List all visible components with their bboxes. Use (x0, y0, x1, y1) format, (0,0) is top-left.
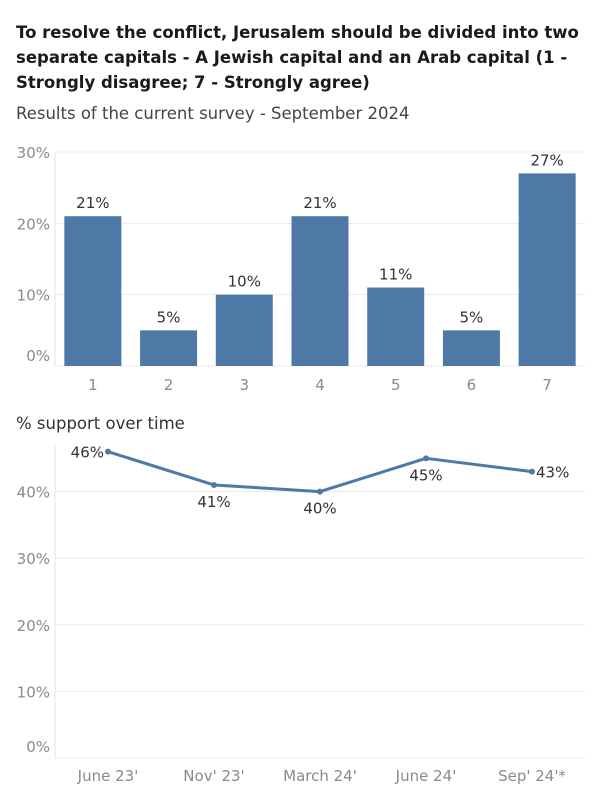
line-y-tick-label: 20% (17, 617, 50, 635)
bar-x-tick-label: 1 (88, 376, 98, 394)
bar-data-label: 5% (460, 308, 484, 326)
bar-y-tick-label: 10% (17, 287, 50, 305)
line-point (529, 468, 535, 475)
series-line (107, 450, 533, 494)
line-x-tick-label: Sep' 24'* (498, 767, 566, 785)
bar-y-tick-label: 30% (17, 144, 50, 162)
bar-x-tick-label: 2 (164, 376, 174, 394)
bar-x-tick-label: 5 (391, 376, 401, 394)
line-point (423, 455, 429, 462)
line-point (211, 481, 217, 488)
line-point (317, 488, 323, 495)
bar-x-tick-label: 6 (467, 376, 477, 394)
line-data-label: 43% (536, 464, 569, 482)
bar-data-label: 11% (379, 266, 412, 284)
line-data-label: 40% (303, 500, 336, 518)
bar-data-label: 21% (76, 194, 109, 212)
line-y-tick-label: 0% (26, 738, 50, 756)
bar-data-label: 10% (228, 273, 261, 291)
line-data-label: 46% (71, 444, 104, 462)
bar (64, 216, 122, 366)
bar-y-tick-label: 20% (17, 215, 50, 233)
bar-x-tick-label: 4 (315, 376, 325, 394)
line-y-tick-label: 30% (17, 550, 50, 568)
bar-data-label: 27% (530, 151, 563, 169)
bar-chart: 0% 10% 20% 30% 21% 1 5% 2 10% 3 21% 4 11% 5 5% 6 27% 7 (17, 144, 585, 394)
bar (140, 330, 198, 366)
chart-title: To resolve the conflict, Jerusalem shoul… (16, 23, 579, 92)
chart-subtitle: Results of the current survey - Septembe… (16, 104, 410, 123)
line-point (105, 448, 111, 455)
line-x-tick-label: June 23' (77, 767, 139, 785)
bar-x-tick-label: 3 (240, 376, 250, 394)
line-x-tick-label: June 24' (395, 767, 457, 785)
bar (367, 287, 425, 366)
line-y-tick-label: 10% (17, 683, 50, 701)
bar (442, 330, 500, 366)
bar (291, 216, 349, 366)
line-x-tick-label: March 24' (283, 767, 357, 785)
bar (215, 294, 273, 366)
bar-data-label: 5% (157, 308, 181, 326)
line-data-label: 45% (409, 466, 442, 484)
trend-section-title: % support over time (16, 414, 185, 433)
line-y-tick-label: 40% (17, 484, 50, 502)
line-data-label: 41% (197, 493, 230, 511)
bar-data-label: 21% (303, 194, 336, 212)
bar-x-tick-label: 7 (542, 376, 552, 394)
bar (518, 173, 576, 366)
line-x-tick-label: Nov' 23' (183, 767, 244, 785)
bar-y-tick-label: 0% (26, 347, 50, 365)
